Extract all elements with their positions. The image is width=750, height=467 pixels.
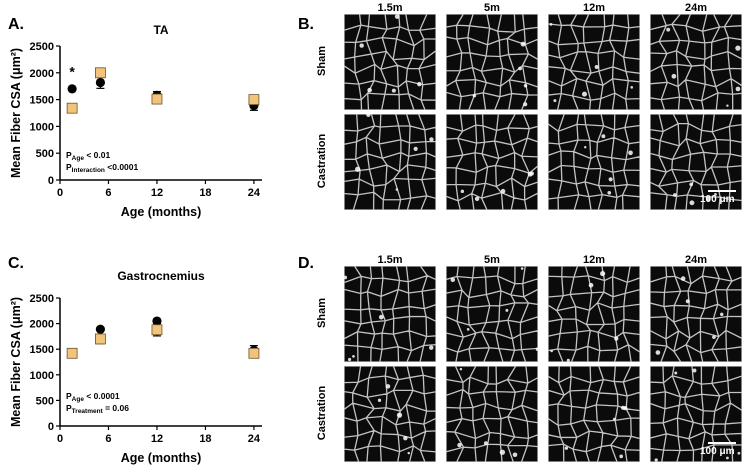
y-tick-label: 2500 [30,41,54,53]
scale-bar [708,442,736,444]
castration-data-point [95,67,106,79]
chart-title: Gastrocnemius [117,269,205,283]
y-tick-label: 0 [48,421,54,433]
y-tick-label: 0 [48,175,54,187]
micrograph-tile [446,266,538,362]
column-label: 1.5m [377,2,403,14]
y-axis-label: Mean Fiber CSA (μm²) [9,297,23,427]
x-axis-label: Age (months) [121,205,202,219]
micrograph-tile [446,366,538,462]
y-tick-label: 1000 [30,121,54,133]
row-label: Sham [316,298,328,328]
castration-data-point [151,93,163,105]
x-tick-label: 12 [151,187,163,199]
scale-bar-label: 100 μm [700,446,735,457]
micrograph-tile: 100 μm [650,366,742,462]
x-axis-label: Age (months) [121,451,202,465]
y-tick-label: 500 [36,395,54,407]
y-axis-label: Mean Fiber CSA (μm²) [9,48,23,178]
x-tick-label: 18 [199,187,211,199]
micrograph-tile [446,114,538,210]
castration-data-point [151,324,163,336]
castration-data-point [248,347,260,359]
micrograph-tile [344,14,436,110]
y-tick-label: 500 [36,148,54,160]
y-tick-label: 2000 [30,68,54,80]
sham-data-point [95,324,105,334]
micrograph-panel-b: 1.5m 5m 12m 24m Sham Castration 100 μm [316,2,742,210]
sham-data-point [67,84,77,94]
significance-star: * [69,64,75,80]
y-tick-label: 1000 [30,370,54,382]
column-label: 5m [484,2,500,14]
castration-data-point [248,94,260,105]
x-tick-label: 24 [248,187,261,199]
x-tick-label: 18 [199,433,211,445]
column-label: 1.5m [377,254,403,266]
micrograph-tile [446,14,538,110]
panel-letter-d: D. [298,255,314,272]
micrograph-tile [650,266,742,362]
chart-gastrocnemius: Gastrocnemius 0 500 1000 1500 2000 2500 0 6 12 18 2… [9,269,262,465]
p-value-label: PInteraction <0.0001 [66,162,139,174]
column-label: 24m [684,2,708,14]
micrograph-tile [548,366,640,462]
x-tick-label: 6 [105,187,111,199]
y-tick-label: 1500 [30,344,54,356]
castration-data-point [66,102,78,114]
micrograph-tile [548,114,640,210]
panel-letter-a: A. [8,16,24,33]
castration-data-point [66,347,78,359]
y-tick-label: 1500 [30,95,54,107]
x-tick-label: 24 [248,433,261,445]
chart-ta: TA 0 500 1000 1500 2000 2500 0 6 12 18 24 Age (month… [9,23,262,219]
micrograph-tile [344,266,436,362]
column-label: 12m [582,2,606,14]
column-label: 12m [582,254,606,266]
micrograph-tile [344,114,436,210]
x-tick-label: 12 [151,433,163,445]
scale-bar [708,190,736,192]
micrograph-tile [548,266,640,362]
y-tick-label: 2500 [30,293,54,305]
panel-letter-c: C. [8,255,24,272]
column-label: 5m [484,254,500,266]
micrograph-tile [548,14,640,110]
y-tick-label: 2000 [30,319,54,331]
column-label: 24m [684,254,708,266]
p-value-label: PAge < 0.0001 [66,391,120,403]
micrograph-tile [344,366,436,462]
row-label: Castration [316,385,328,441]
x-tick-label: 0 [57,187,63,199]
scale-bar-label: 100 μm [700,194,735,205]
chart-title: TA [153,23,168,37]
x-tick-label: 0 [57,433,63,445]
castration-data-point [95,333,106,345]
x-tick-label: 6 [105,433,111,445]
micrograph-tile: 100 μm [650,114,742,210]
sham-data-point [95,77,105,88]
micrograph-tile [650,14,742,110]
p-value-label: PAge < 0.01 [66,150,110,162]
p-value-label: PTreatment = 0.06 [66,403,129,415]
panel-letter-b: B. [298,16,314,33]
